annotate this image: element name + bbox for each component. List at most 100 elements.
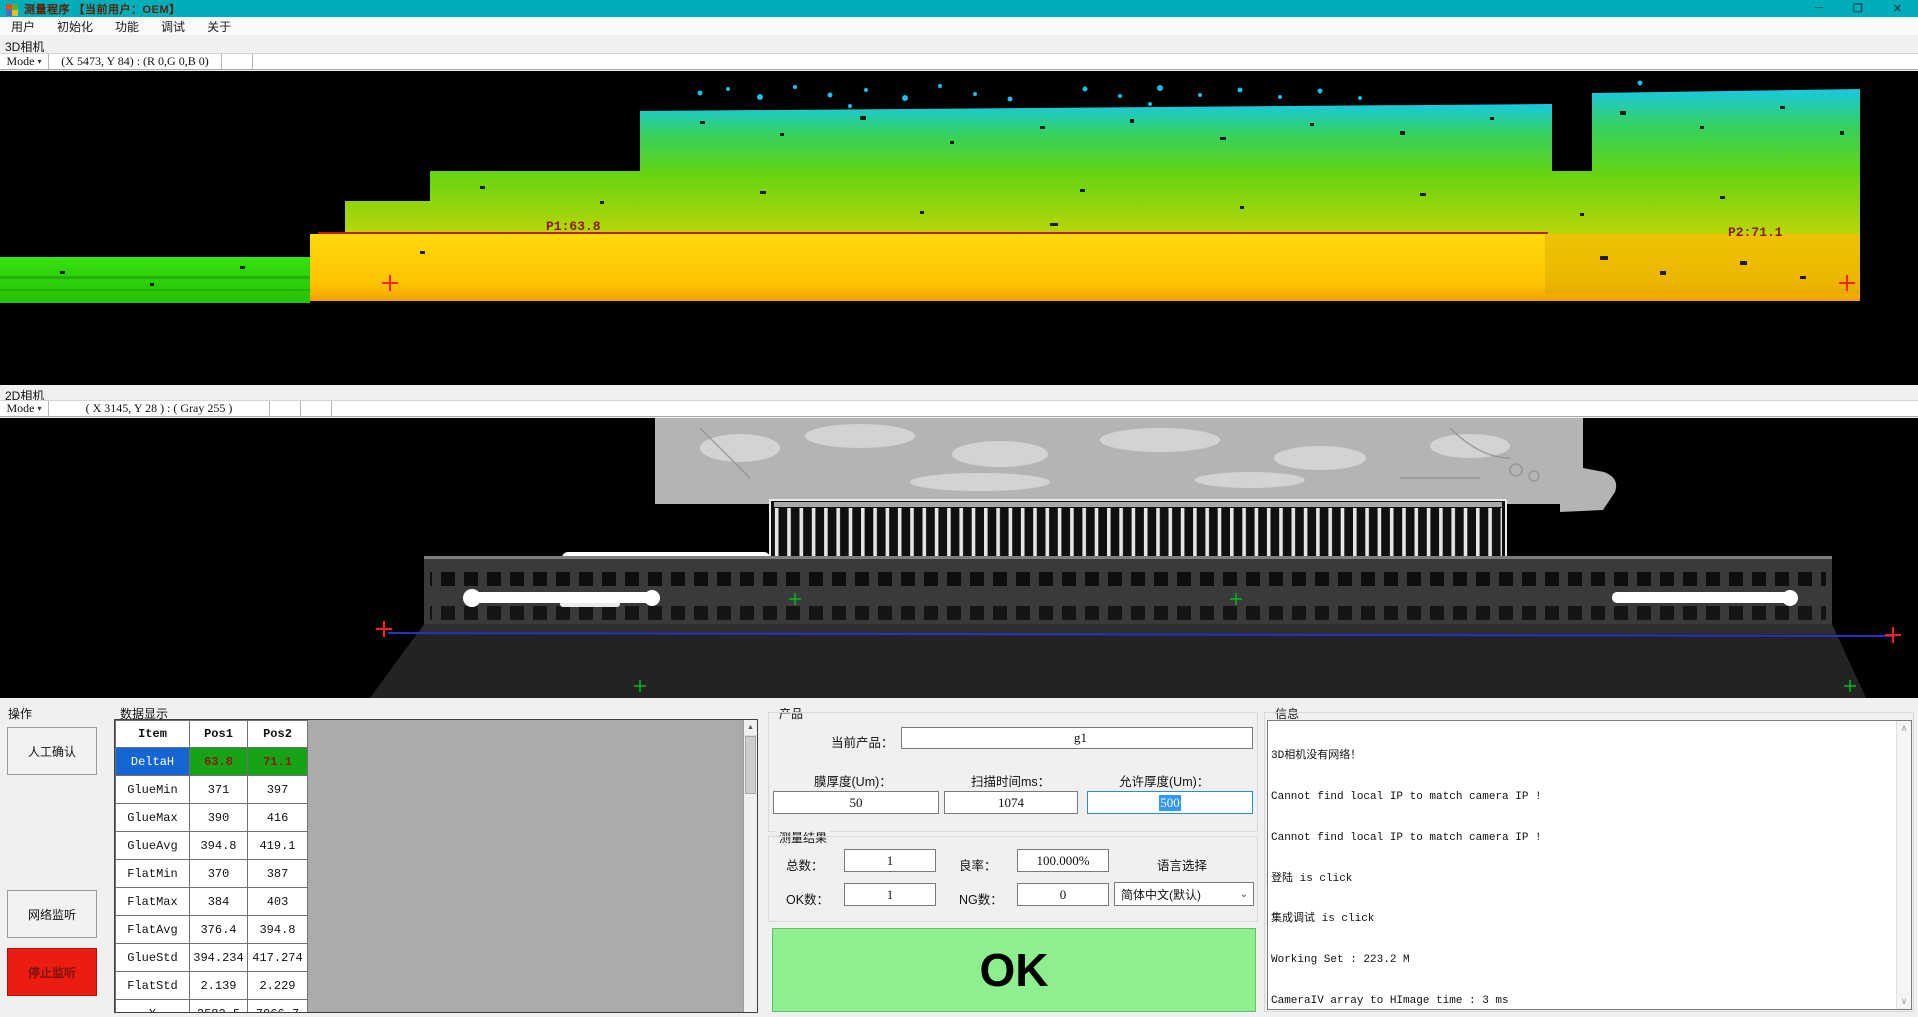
camera2d-statusbar-cell xyxy=(270,401,301,416)
menu-item-user[interactable]: 用户 xyxy=(11,19,36,34)
language-combobox[interactable]: 简体中文(默认) ⌄ xyxy=(1114,882,1254,906)
current-product-input[interactable]: g1 xyxy=(901,727,1253,749)
info-group xyxy=(1264,712,1914,1012)
cell-item[interactable]: FlatMax xyxy=(115,887,190,916)
table-row[interactable]: GlueMin 371 397 xyxy=(115,775,308,804)
cell-item[interactable]: GlueMin xyxy=(115,775,190,804)
camera3d-mode-button[interactable]: Mode ▾ xyxy=(0,54,49,69)
table-row[interactable]: FlatStd 2.139 2.229 xyxy=(115,971,308,1000)
ng-count-input[interactable]: 0 xyxy=(1017,883,1109,906)
operations-section-label: 操作 xyxy=(8,707,33,721)
cell-item[interactable]: FlatStd xyxy=(115,971,190,1000)
table-row[interactable]: GlueStd 394.234 417.274 xyxy=(115,943,308,972)
menu-bar: 用户 初始化 功能 调试 关于 xyxy=(0,17,1918,36)
minimize-button[interactable]: ─ xyxy=(1815,2,1823,14)
cell-pos1[interactable]: 394.8 xyxy=(189,831,248,860)
cell-pos1[interactable]: 2.139 xyxy=(189,971,248,1000)
menu-item-function[interactable]: 功能 xyxy=(115,19,140,34)
camera3d-image-view[interactable]: P1:63.8 P2:71.1 xyxy=(0,71,1918,385)
table-row[interactable]: GlueMax 390 416 xyxy=(115,803,308,832)
table-row[interactable]: GlueAvg 394.8 419.1 xyxy=(115,831,308,860)
cell-item[interactable]: GlueAvg xyxy=(115,831,190,860)
cell-pos1[interactable]: 63.8 xyxy=(189,747,248,776)
cell-pos1[interactable]: 370 xyxy=(189,859,248,888)
column-header-item[interactable]: Item xyxy=(115,720,190,748)
cell-pos2[interactable]: 387 xyxy=(247,859,308,888)
maximize-button[interactable]: ❐ xyxy=(1852,3,1863,15)
cell-pos1[interactable]: 390 xyxy=(189,803,248,832)
cell-pos1[interactable]: 376.4 xyxy=(189,915,248,944)
log-scrollbar[interactable]: ∧ ∨ xyxy=(1896,721,1911,1009)
current-product-label: 当前产品： xyxy=(831,736,894,750)
table-row[interactable]: X 2583.5 7966.7 xyxy=(115,999,308,1012)
p2-measurement-label: P2:71.1 xyxy=(1728,225,1783,240)
data-display-grid[interactable]: Item Pos1 Pos2 DeltaH 63.8 71.1 GlueMin … xyxy=(114,719,758,1013)
cell-pos2[interactable]: 417.274 xyxy=(247,943,308,972)
cell-pos2[interactable]: 416 xyxy=(247,803,308,832)
info-log-textbox[interactable]: 3D相机没有网络！ Cannot find local IP to match … xyxy=(1267,720,1912,1010)
column-header-pos1[interactable]: Pos1 xyxy=(189,720,248,748)
results-group: 总数： 1 良率： 100.000% 语言选择 OK数： 1 NG数： 0 简体… xyxy=(768,836,1258,922)
cell-item[interactable]: GlueStd xyxy=(115,943,190,972)
allowed-thickness-input[interactable]: 500 xyxy=(1087,791,1253,814)
cell-pos1[interactable]: 394.234 xyxy=(189,943,248,972)
column-header-pos2[interactable]: Pos2 xyxy=(247,720,308,748)
results-group-label: 测量结果 xyxy=(776,829,831,846)
result-status-panel: OK xyxy=(772,928,1256,1012)
cell-pos2[interactable]: 2.229 xyxy=(247,971,308,1000)
manual-confirm-button[interactable]: 人工确认 xyxy=(7,727,97,775)
menu-item-debug[interactable]: 调试 xyxy=(161,19,186,34)
cell-item[interactable]: X xyxy=(115,999,190,1012)
table-row[interactable]: FlatMax 384 403 xyxy=(115,887,308,916)
cell-item[interactable]: DeltaH xyxy=(115,747,190,776)
menu-item-initialize[interactable]: 初始化 xyxy=(57,19,94,34)
cell-item[interactable]: GlueMax xyxy=(115,803,190,832)
camera2d-mode-button-label: Mode xyxy=(6,401,35,415)
camera3d-statusbar-filler xyxy=(253,54,1918,69)
scan-time-input[interactable]: 1074 xyxy=(944,791,1078,814)
table-scrollbar[interactable]: ▲ xyxy=(743,720,757,1012)
yield-input[interactable]: 100.000% xyxy=(1017,849,1109,872)
stop-listen-button[interactable]: 停止监听 xyxy=(7,948,97,996)
cell-pos2[interactable]: 397 xyxy=(247,775,308,804)
cell-pos2[interactable]: 71.1 xyxy=(247,747,308,776)
chevron-down-icon: ▾ xyxy=(37,404,42,413)
cell-pos1[interactable]: 384 xyxy=(189,887,248,916)
camera2d-statusbar-filler xyxy=(332,401,1918,416)
scroll-up-icon[interactable]: ∧ xyxy=(1900,723,1908,733)
table-row[interactable]: DeltaH 63.8 71.1 xyxy=(115,747,308,776)
camera2d-statusbar-cell2 xyxy=(301,401,332,416)
camera3d-pixel-status: (X 5473, Y 84) : (R 0,G 0,B 0) xyxy=(49,54,222,69)
total-label: 总数： xyxy=(786,859,824,873)
scrollbar-thumb[interactable] xyxy=(745,736,756,794)
chevron-down-icon: ⌄ xyxy=(1239,888,1248,900)
data-display-section-label: 数据显示 xyxy=(120,707,169,721)
cell-pos2[interactable]: 7966.7 xyxy=(247,999,308,1012)
window-title: 测量程序 【当前用户：OEM】 xyxy=(24,3,181,16)
green-cross-markers-2d xyxy=(634,593,1856,692)
network-listen-button[interactable]: 网络监听 xyxy=(7,890,97,938)
cell-item[interactable]: FlatMin xyxy=(115,859,190,888)
close-button[interactable]: ✕ xyxy=(1892,3,1902,15)
cell-pos1[interactable]: 2583.5 xyxy=(189,999,248,1012)
titlebar: 测量程序 【当前用户：OEM】 ─ ❐ ✕ xyxy=(0,0,1918,17)
camera2d-image-view[interactable] xyxy=(0,418,1918,698)
app-icon xyxy=(6,3,18,16)
cell-item[interactable]: FlatAvg xyxy=(115,915,190,944)
table-row[interactable]: FlatAvg 376.4 394.8 xyxy=(115,915,308,944)
camera2d-mode-button[interactable]: Mode ▾ xyxy=(0,401,49,416)
cell-pos1[interactable]: 371 xyxy=(189,775,248,804)
menu-item-about[interactable]: 关于 xyxy=(207,19,232,34)
scroll-up-icon[interactable]: ▲ xyxy=(744,720,757,736)
camera2d-pixel-status: ( X 3145, Y 28 ) : ( Gray 255 ) xyxy=(49,401,270,416)
cell-pos2[interactable]: 403 xyxy=(247,887,308,916)
cell-pos2[interactable]: 394.8 xyxy=(247,915,308,944)
total-input[interactable]: 1 xyxy=(844,849,936,872)
table-row[interactable]: FlatMin 370 387 xyxy=(115,859,308,888)
ok-count-input[interactable]: 1 xyxy=(844,883,936,906)
cell-pos2[interactable]: 419.1 xyxy=(247,831,308,860)
film-thickness-input[interactable]: 50 xyxy=(773,791,939,814)
film-thickness-label: 膜厚度(Um)： xyxy=(814,775,892,789)
scroll-down-icon[interactable]: ∨ xyxy=(1900,996,1908,1006)
